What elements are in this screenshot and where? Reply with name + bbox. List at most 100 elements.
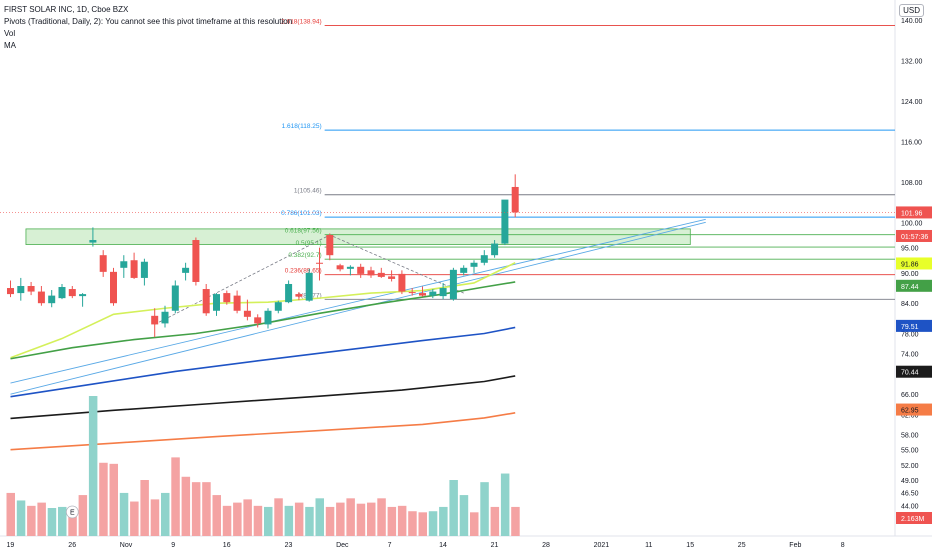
fib-level-label: 0.786(101.03) [281,210,321,217]
volume-bar [243,499,252,536]
y-tick-label: 100.00 [901,220,923,227]
candle-body [254,317,262,324]
volume-bar [367,502,376,536]
volume-bar [480,482,489,536]
y-tick-label: 55.00 [901,448,919,455]
volume-bar [325,506,335,536]
y-tick-label: 49.00 [901,478,919,485]
candle-body [449,269,457,300]
currency-button[interactable]: USD [899,4,924,17]
volume-bar [449,480,458,536]
candle-body [316,262,323,264]
x-tick-label: 7 [388,542,392,549]
y-tick-label: 90.00 [901,271,919,278]
volume-bar [58,506,67,536]
y-tick-label: 46.50 [901,491,919,498]
candle-body [295,294,303,297]
x-tick-label: 15 [686,542,694,549]
volume-bar [119,492,129,536]
price-badge-label: 62.95 [901,408,919,415]
y-tick-label: 108.00 [901,180,923,187]
volume-bar [78,495,88,536]
fib-level-label: 0.5(95.1) [296,240,322,247]
candle-body [151,315,159,325]
candle-body [110,271,117,304]
earnings-marker: E [65,505,79,519]
volume-indicator-label[interactable]: Vol [4,29,16,38]
volume-bar [305,506,314,536]
y-tick-label: 116.00 [901,139,922,146]
y-tick-label: 78.00 [901,332,919,339]
volume-bar [130,501,139,536]
fib-level-label: 0.236(89.65) [285,268,322,275]
volume-bar [264,506,273,536]
volume-bar [428,511,438,536]
x-tick-label: 26 [68,542,76,549]
volume-bar [377,498,386,536]
pivots-indicator-label[interactable]: Pivots (Traditional, Daily, 2): You cann… [4,17,293,26]
candle-body [398,273,406,292]
volume-bar [253,505,263,536]
volume-bar [356,503,366,536]
y-tick-label: 66.00 [901,392,919,399]
candle-body [357,266,365,274]
volume-bar [439,506,448,536]
y-tick-label: 124.00 [901,99,923,106]
candle-body [202,289,210,314]
candle-body [326,234,334,256]
volume-bar [490,506,500,536]
candle-body [213,294,220,311]
volume-bar [16,500,26,536]
candle-body [439,288,447,297]
candle-body [305,272,313,301]
candle-body [419,293,426,296]
fib-level-label: 1(105.46) [294,188,322,195]
volume-bar [99,462,108,536]
earnings-marker-label: E [70,510,75,517]
x-tick-label: Dec [336,542,349,549]
moving-average-line [10,326,516,398]
candle-body [491,243,499,256]
x-tick-label: 25 [738,542,746,549]
fib-level-label: 2.618(138.94) [281,19,321,26]
moving-average-line [10,281,516,360]
candle-body [336,265,344,270]
volume-bar [47,508,57,536]
candle-body [511,186,519,213]
volume-bar [459,495,469,536]
candle-body [233,295,241,311]
price-badge [896,279,932,292]
symbol-title[interactable]: FIRST SOLAR INC, 1D, Cboe BZX [4,5,129,14]
price-badge-label: 101.96 [901,210,923,217]
candle-body [243,310,251,317]
fib-level-label: 0.618(97.56) [285,228,322,235]
volume-bar [274,498,283,536]
x-tick-label: 8 [841,542,845,549]
x-tick-label: 2021 [594,542,610,549]
price-badge-label: 70.44 [901,370,919,377]
chart-legend: FIRST SOLAR INC, 1D, Cboe BZX Pivots (Tr… [4,4,292,52]
volume-bar [150,499,160,536]
volume-bar [387,506,397,536]
volume-bar [222,505,232,536]
candle-body [501,199,509,244]
volume-bar [336,502,345,536]
volume-bar [315,498,324,536]
volume-bar [68,510,77,536]
candle-body [408,292,416,294]
y-tick-label: 44.00 [901,503,919,510]
candle-body [367,270,375,276]
candle-body [130,260,138,278]
volume-bar [6,492,15,536]
x-tick-label: 23 [285,542,293,549]
candle-body [99,255,107,272]
x-tick-label: 21 [491,542,499,549]
ma-indicator-label[interactable]: MA [4,41,16,50]
volume-bar [511,506,520,536]
candle-body [37,291,45,304]
y-tick-label: 132.00 [901,59,923,66]
price-badge [896,229,932,242]
moving-average-line [10,262,516,359]
candle-body [7,288,14,295]
